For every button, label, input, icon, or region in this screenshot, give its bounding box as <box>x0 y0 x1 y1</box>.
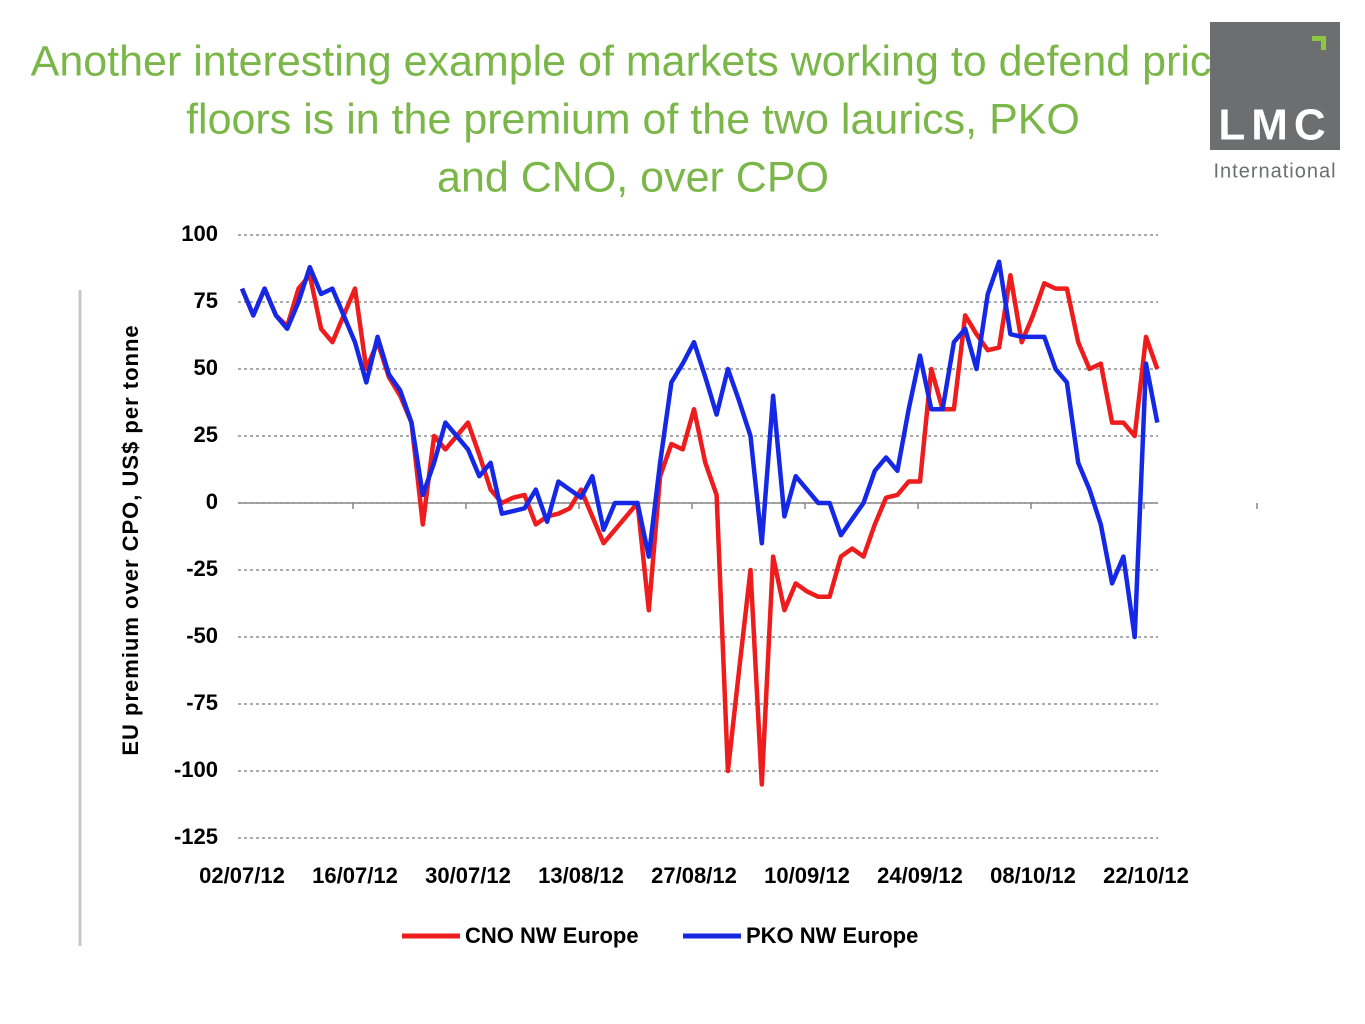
x-tick-label: 02/07/12 <box>199 863 285 888</box>
y-tick-label: 0 <box>206 489 218 514</box>
y-tick-label: -25 <box>186 556 218 581</box>
y-tick-label: -125 <box>174 824 218 849</box>
x-tick-label: 13/08/12 <box>538 863 624 888</box>
title-line: floors is in the premium of the two laur… <box>186 95 1080 143</box>
legend-label: PKO NW Europe <box>746 923 918 948</box>
series-line <box>239 272 1160 787</box>
y-axis-label: EU premium over CPO, US$ per tonne <box>118 324 143 755</box>
title-line: and CNO, over CPO <box>437 153 829 201</box>
logo-box <box>1210 22 1340 150</box>
x-tick-label: 24/09/12 <box>877 863 963 888</box>
legend-label: CNO NW Europe <box>465 923 639 948</box>
logo-name: LMC <box>1218 101 1331 150</box>
x-tick-label: 30/07/12 <box>425 863 511 888</box>
logo-mark <box>1312 36 1326 50</box>
y-tick-label: 75 <box>194 288 218 313</box>
x-tick-label: 16/07/12 <box>312 863 398 888</box>
title-line: Another interesting example of markets w… <box>31 37 1236 85</box>
y-tick-label: -75 <box>186 690 218 715</box>
logo-subtitle: International <box>1213 160 1336 182</box>
x-tick-label: 27/08/12 <box>651 863 737 888</box>
y-tick-label: -100 <box>174 757 218 782</box>
y-tick-label: 25 <box>194 422 218 447</box>
x-tick-label: 08/10/12 <box>990 863 1076 888</box>
x-tick-label: 10/09/12 <box>764 863 850 888</box>
x-tick-label: 22/10/12 <box>1103 863 1189 888</box>
series-line <box>239 259 1160 640</box>
y-tick-label: 100 <box>181 221 218 246</box>
y-tick-label: -50 <box>186 623 218 648</box>
y-tick-label: 50 <box>194 355 218 380</box>
